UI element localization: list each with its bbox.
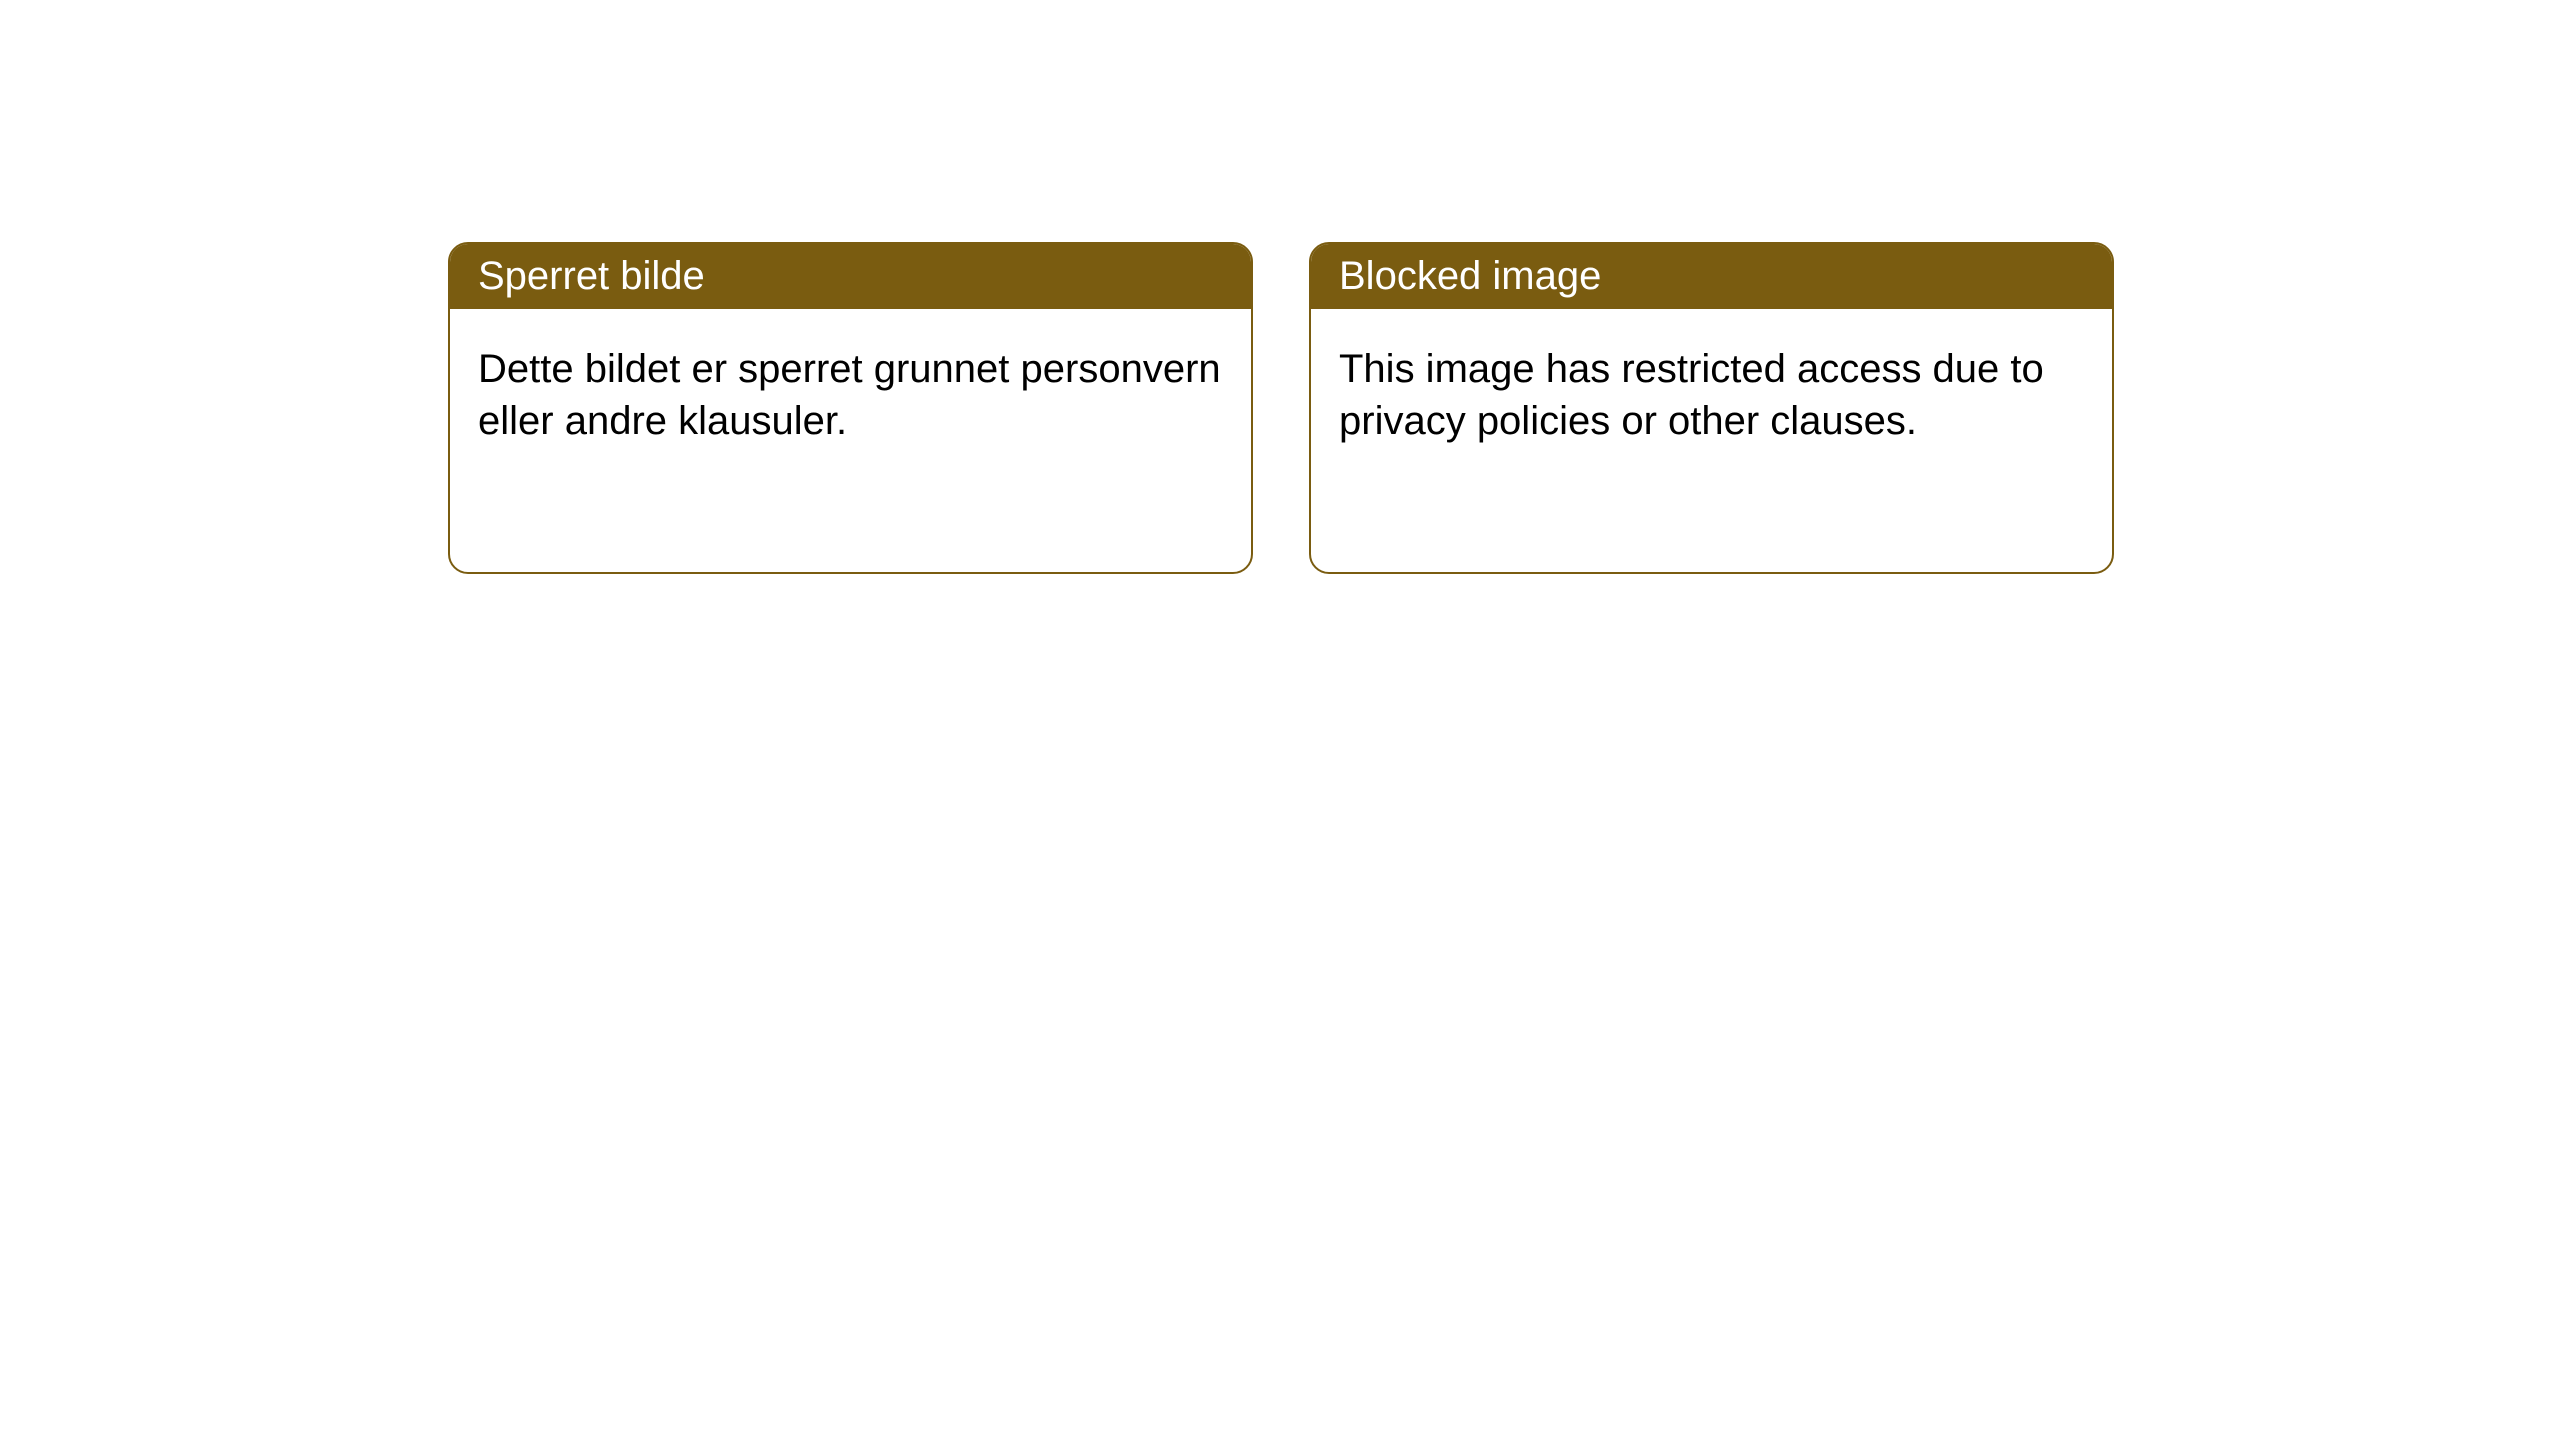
card-body: This image has restricted access due to …	[1311, 309, 2112, 481]
notice-card-no: Sperret bilde Dette bildet er sperret gr…	[448, 242, 1253, 574]
card-body-text: Dette bildet er sperret grunnet personve…	[478, 347, 1221, 443]
card-title: Sperret bilde	[478, 254, 705, 298]
card-header: Blocked image	[1311, 244, 2112, 309]
card-header: Sperret bilde	[450, 244, 1251, 309]
card-title: Blocked image	[1339, 254, 1601, 298]
notice-card-en: Blocked image This image has restricted …	[1309, 242, 2114, 574]
notice-cards-container: Sperret bilde Dette bildet er sperret gr…	[448, 242, 2114, 574]
card-body-text: This image has restricted access due to …	[1339, 347, 2044, 443]
card-body: Dette bildet er sperret grunnet personve…	[450, 309, 1251, 481]
